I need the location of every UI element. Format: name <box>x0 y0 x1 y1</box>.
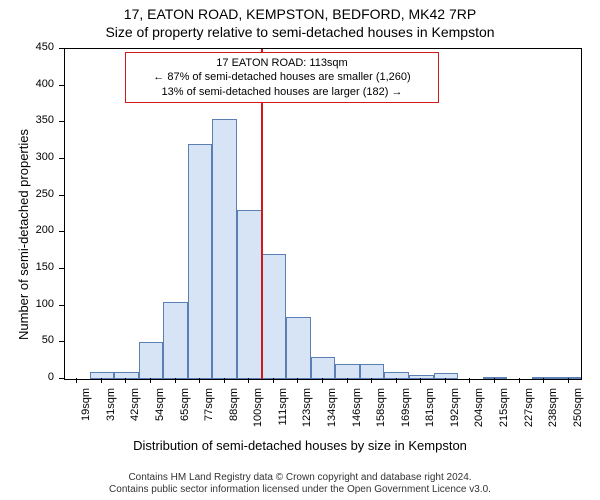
x-tick: 238sqm <box>547 388 559 432</box>
y-tick: 200 <box>0 224 54 236</box>
x-tick: 158sqm <box>375 388 387 432</box>
x-axis-label: Distribution of semi-detached houses by … <box>0 438 600 453</box>
histogram-bar <box>311 357 336 379</box>
x-tick-mark <box>101 378 102 383</box>
y-tick: 150 <box>0 261 54 273</box>
histogram-bar <box>90 372 115 379</box>
x-tick: 88sqm <box>228 388 240 432</box>
y-tick: 400 <box>0 78 54 90</box>
footer-text: Contains HM Land Registry data © Crown c… <box>0 472 600 496</box>
x-tick: 123sqm <box>301 388 313 432</box>
y-tick: 250 <box>0 188 54 200</box>
x-tick: 250sqm <box>572 388 584 432</box>
y-tick: 350 <box>0 114 54 126</box>
x-tick-mark <box>76 378 77 383</box>
x-tick: 65sqm <box>179 388 191 432</box>
x-tick-mark <box>199 378 200 383</box>
annot-line-1: ← 87% of semi-detached houses are smalle… <box>132 70 432 84</box>
x-tick: 77sqm <box>203 388 215 432</box>
y-tick-mark <box>59 195 64 196</box>
x-tick-mark <box>469 378 470 383</box>
chart-container: { "title_main": "17, EATON ROAD, KEMPSTO… <box>0 0 600 500</box>
histogram-bar <box>262 254 287 379</box>
histogram-bar <box>188 144 213 379</box>
x-tick-mark <box>125 378 126 383</box>
y-tick-mark <box>59 85 64 86</box>
x-tick-mark <box>322 378 323 383</box>
histogram-bar <box>384 372 409 379</box>
x-tick-mark <box>371 378 372 383</box>
histogram-bar <box>139 342 164 379</box>
annot-line-0: 17 EATON ROAD: 113sqm <box>132 56 432 70</box>
histogram-bar <box>212 119 237 379</box>
x-tick: 100sqm <box>252 388 264 432</box>
y-tick: 100 <box>0 298 54 310</box>
chart-title-main: 17, EATON ROAD, KEMPSTON, BEDFORD, MK42 … <box>0 0 600 22</box>
histogram-bar <box>556 377 581 379</box>
x-tick: 181sqm <box>424 388 436 432</box>
x-tick-mark <box>150 378 151 383</box>
chart-title-sub: Size of property relative to semi-detach… <box>0 22 600 40</box>
x-tick-mark <box>273 378 274 383</box>
y-tick-mark <box>59 158 64 159</box>
x-tick: 31sqm <box>105 388 117 432</box>
footer-line-1: Contains HM Land Registry data © Crown c… <box>0 472 600 484</box>
x-tick-mark <box>297 378 298 383</box>
x-tick: 19sqm <box>80 388 92 432</box>
y-tick: 450 <box>0 41 54 53</box>
y-tick-mark <box>59 121 64 122</box>
histogram-bar <box>335 364 360 379</box>
x-tick-mark <box>494 378 495 383</box>
annot-line-2: 13% of semi-detached houses are larger (… <box>132 85 432 99</box>
histogram-bar <box>237 210 262 379</box>
y-tick-mark <box>59 378 64 379</box>
x-tick-mark <box>445 378 446 383</box>
marker-annotation: 17 EATON ROAD: 113sqm ← 87% of semi-deta… <box>125 52 439 103</box>
histogram-bar <box>409 375 434 379</box>
x-tick-mark <box>568 378 569 383</box>
histogram-bar <box>434 373 459 379</box>
x-tick: 54sqm <box>154 388 166 432</box>
x-tick: 146sqm <box>351 388 363 432</box>
y-tick-mark <box>59 231 64 232</box>
x-tick: 134sqm <box>326 388 338 432</box>
x-tick: 215sqm <box>498 388 510 432</box>
y-tick: 0 <box>0 371 54 383</box>
x-tick-mark <box>396 378 397 383</box>
x-tick: 169sqm <box>400 388 412 432</box>
x-tick-mark <box>175 378 176 383</box>
x-tick: 111sqm <box>277 388 289 432</box>
x-tick-mark <box>224 378 225 383</box>
y-tick-mark <box>59 268 64 269</box>
histogram-bar <box>163 302 188 379</box>
y-tick: 300 <box>0 151 54 163</box>
x-tick-mark <box>543 378 544 383</box>
x-tick-mark <box>248 378 249 383</box>
y-tick-mark <box>59 305 64 306</box>
x-tick-mark <box>347 378 348 383</box>
x-tick: 192sqm <box>449 388 461 432</box>
x-tick: 204sqm <box>473 388 485 432</box>
histogram-bar <box>286 317 311 379</box>
y-tick: 50 <box>0 334 54 346</box>
y-tick-mark <box>59 341 64 342</box>
x-tick-mark <box>519 378 520 383</box>
y-tick-mark <box>59 48 64 49</box>
histogram-bar <box>360 364 385 379</box>
x-tick: 227sqm <box>523 388 535 432</box>
histogram-bar <box>114 372 139 379</box>
x-tick: 42sqm <box>129 388 141 432</box>
x-tick-mark <box>420 378 421 383</box>
footer-line-2: Contains public sector information licen… <box>0 484 600 496</box>
